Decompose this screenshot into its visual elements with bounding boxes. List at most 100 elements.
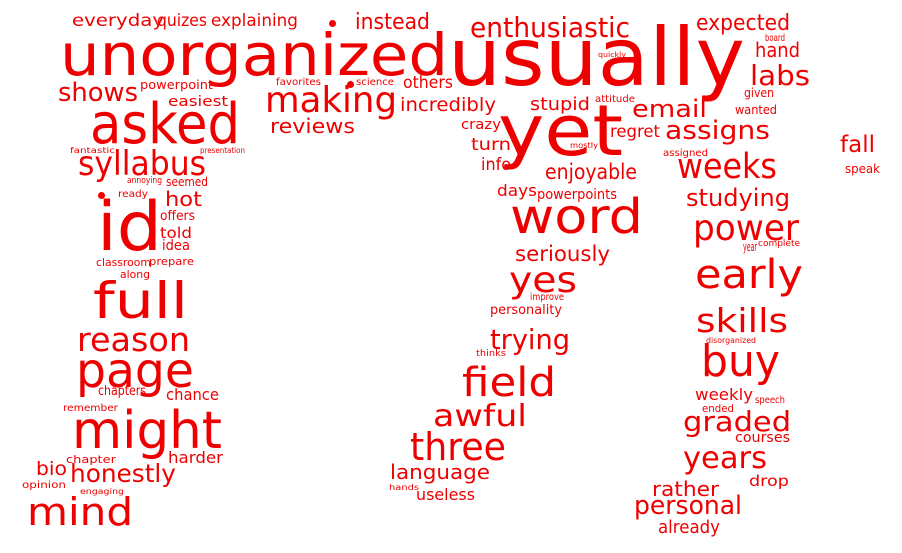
word-35: assigned (663, 148, 709, 159)
word-36: speak (845, 162, 880, 176)
word-64: improve (530, 292, 564, 303)
word-76: weekly (695, 385, 754, 404)
word-51: idea (162, 238, 190, 254)
word-77: speech (755, 395, 785, 406)
dot-mark (98, 192, 105, 199)
word-63: full (93, 272, 189, 330)
word-65: personality (490, 303, 562, 318)
word-3: instead (355, 10, 430, 35)
word-90: language (390, 460, 491, 484)
word-13: wanted (735, 103, 777, 117)
word-67: disorganized (706, 336, 757, 345)
word-19: easiest (168, 94, 228, 110)
word-50: told (160, 224, 192, 242)
word-22: stupid (530, 94, 590, 115)
word-79: ended (702, 402, 735, 415)
word-54: power (693, 208, 800, 249)
word-48: hot (165, 187, 202, 211)
word-11: labs (750, 59, 811, 92)
word-34: mostly (570, 141, 599, 150)
word-1: quizes (157, 11, 208, 31)
word-21: incredibly (400, 94, 497, 116)
word-74: chapters (98, 384, 147, 399)
word-66: skills (696, 301, 789, 340)
word-12: given (744, 86, 775, 100)
word-18: shows (58, 78, 139, 108)
word-92: opinion (22, 480, 67, 491)
word-4: enthusiastic (470, 11, 631, 44)
word-0: everyday (72, 11, 165, 31)
word-78: remember (63, 403, 119, 414)
word-10: quickly (598, 51, 627, 59)
word-75: chance (166, 385, 219, 404)
word-20: making (265, 80, 398, 121)
word-57: seriously (515, 242, 611, 266)
word-15: favorites (276, 77, 321, 88)
word-43: seemed (166, 175, 208, 189)
word-94: hands (389, 483, 420, 492)
word-89: honestly (70, 459, 176, 488)
word-46: studying (686, 184, 790, 212)
word-99: already (658, 517, 720, 538)
word-28: regret (610, 122, 661, 142)
word-53: word (510, 189, 643, 245)
word-29: assigns (665, 116, 771, 146)
word-87: years (683, 441, 767, 476)
word-83: courses (735, 430, 791, 446)
word-45: powerpoints (537, 187, 617, 203)
word-59: prepare (149, 255, 194, 268)
word-7: hand (755, 38, 800, 62)
word-32: fantastic (70, 146, 115, 155)
word-60: along (120, 268, 150, 281)
word-40: enjoyable (545, 160, 637, 184)
word-70: thinks (476, 349, 506, 359)
word-52: id (97, 188, 162, 267)
word-81: awful (433, 399, 528, 434)
word-91: drop (749, 472, 789, 490)
word-98: mind (27, 490, 134, 534)
word-27: crazy (461, 117, 502, 133)
word-2: explaining (211, 11, 298, 31)
word-5: expected (696, 11, 791, 36)
word-16: science (356, 77, 395, 88)
word-85: harder (168, 448, 223, 467)
word-31: yet (498, 90, 624, 172)
dot-mark (347, 81, 354, 88)
word-33: presentation (200, 146, 246, 155)
word-82: graded (683, 405, 792, 438)
word-38: turn (471, 135, 512, 155)
word-8: unorganized (60, 21, 449, 89)
word-25: asked (90, 92, 241, 157)
word-14: powerpoint (140, 78, 213, 92)
word-80: might (72, 401, 222, 461)
word-37: syllabus (78, 144, 207, 184)
word-30: fall (840, 132, 875, 158)
word-49: offers (160, 209, 195, 224)
word-23: attitude (595, 94, 635, 105)
word-42: annoying (127, 176, 163, 186)
word-61: early (695, 252, 803, 298)
word-86: chapter (66, 453, 116, 466)
word-47: ready (118, 189, 149, 200)
word-88: bio (36, 458, 67, 480)
word-73: field (462, 360, 556, 406)
word-41: weeks (677, 147, 777, 187)
word-71: buy (701, 336, 780, 387)
word-24: email (632, 95, 707, 123)
word-84: three (410, 425, 507, 469)
word-97: personal (634, 491, 743, 521)
word-39: info (481, 155, 512, 175)
word-9: usually (448, 11, 745, 104)
word-69: reason (77, 320, 191, 359)
word-96: useless (416, 485, 475, 504)
word-62: yes (509, 260, 578, 301)
word-55: year (743, 240, 758, 254)
word-95: engaging (80, 487, 125, 496)
word-56: complete (758, 239, 801, 249)
word-6: board (765, 33, 785, 44)
word-68: trying (490, 323, 570, 356)
word-58: classroom (96, 256, 151, 269)
word-26: reviews (270, 114, 355, 138)
word-44: days (497, 181, 537, 200)
